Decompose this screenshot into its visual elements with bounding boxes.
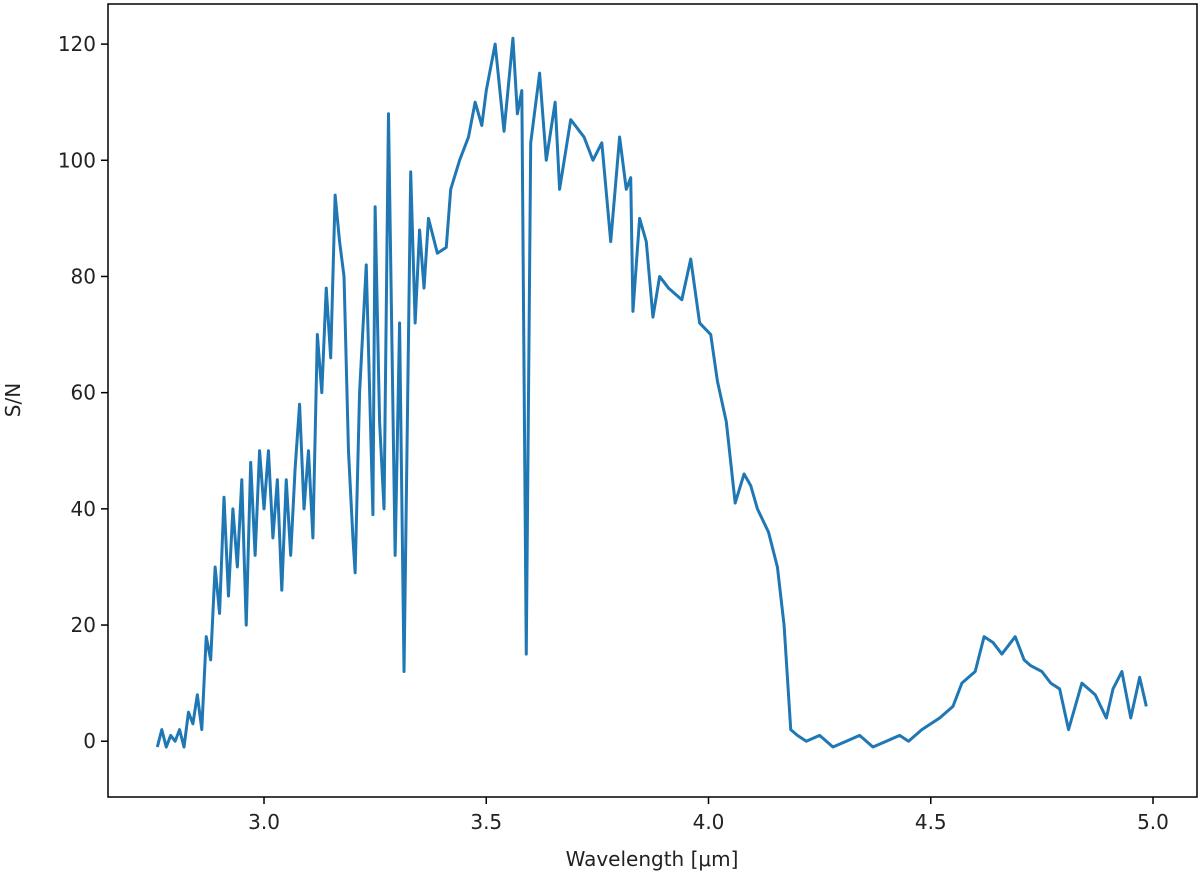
y-tick-label: 100	[58, 148, 96, 172]
y-tick-label: 120	[58, 32, 96, 56]
y-tick-label: 80	[71, 264, 96, 288]
y-tick-label: 40	[71, 497, 96, 521]
y-tick-label: 0	[83, 729, 96, 753]
x-tick-label: 4.5	[915, 810, 947, 834]
y-axis-label: S/N	[1, 383, 25, 417]
x-axis-label: Wavelength [μm]	[566, 847, 739, 871]
y-tick-label: 20	[71, 613, 96, 637]
x-tick-label: 3.0	[248, 810, 280, 834]
x-tick-label: 3.5	[470, 810, 502, 834]
x-tick-label: 4.0	[693, 810, 725, 834]
data-line	[155, 36, 1148, 749]
y-tick-label: 60	[71, 381, 96, 405]
x-tick-label: 5.0	[1137, 810, 1169, 834]
plot-frame	[107, 3, 1198, 798]
